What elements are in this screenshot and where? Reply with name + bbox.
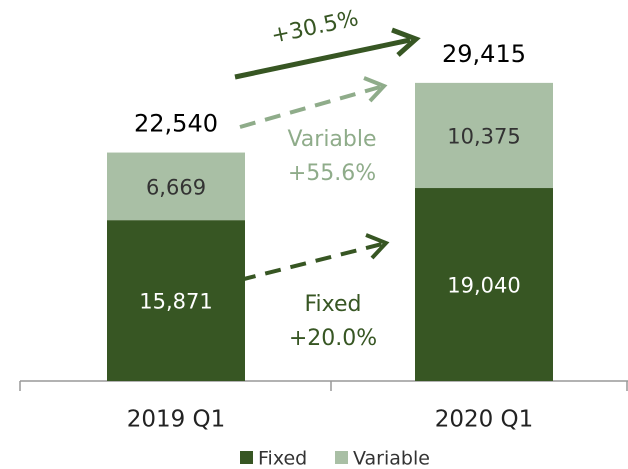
bar-segment xyxy=(107,152,245,221)
x-tick-label: 2020 Q1 xyxy=(435,407,534,433)
total-label: 29,415 xyxy=(442,40,526,68)
bar-segment xyxy=(107,220,245,381)
legend-swatch xyxy=(335,451,348,464)
bar-segment xyxy=(415,188,553,381)
legend-swatch xyxy=(240,451,253,464)
annotation: Fixed xyxy=(304,292,361,317)
arrow-total xyxy=(234,27,421,80)
total-label: 22,540 xyxy=(134,110,218,138)
x-tick-label: 2019 Q1 xyxy=(127,407,226,433)
bar-segment xyxy=(415,82,553,189)
arrow-variable xyxy=(239,76,388,129)
annotation: +55.6% xyxy=(288,161,376,186)
legend-label: Fixed xyxy=(258,448,307,469)
annotation: +20.0% xyxy=(289,326,377,351)
annotation: Variable xyxy=(287,127,376,152)
value-label: 10,375 xyxy=(447,124,520,148)
annotation: +30.5% xyxy=(269,6,361,49)
value-label: 19,040 xyxy=(447,274,520,298)
arrow-fixed xyxy=(239,233,390,282)
value-label: 6,669 xyxy=(146,175,206,199)
value-label: 15,871 xyxy=(139,290,212,314)
legend-label: Variable xyxy=(353,448,430,469)
